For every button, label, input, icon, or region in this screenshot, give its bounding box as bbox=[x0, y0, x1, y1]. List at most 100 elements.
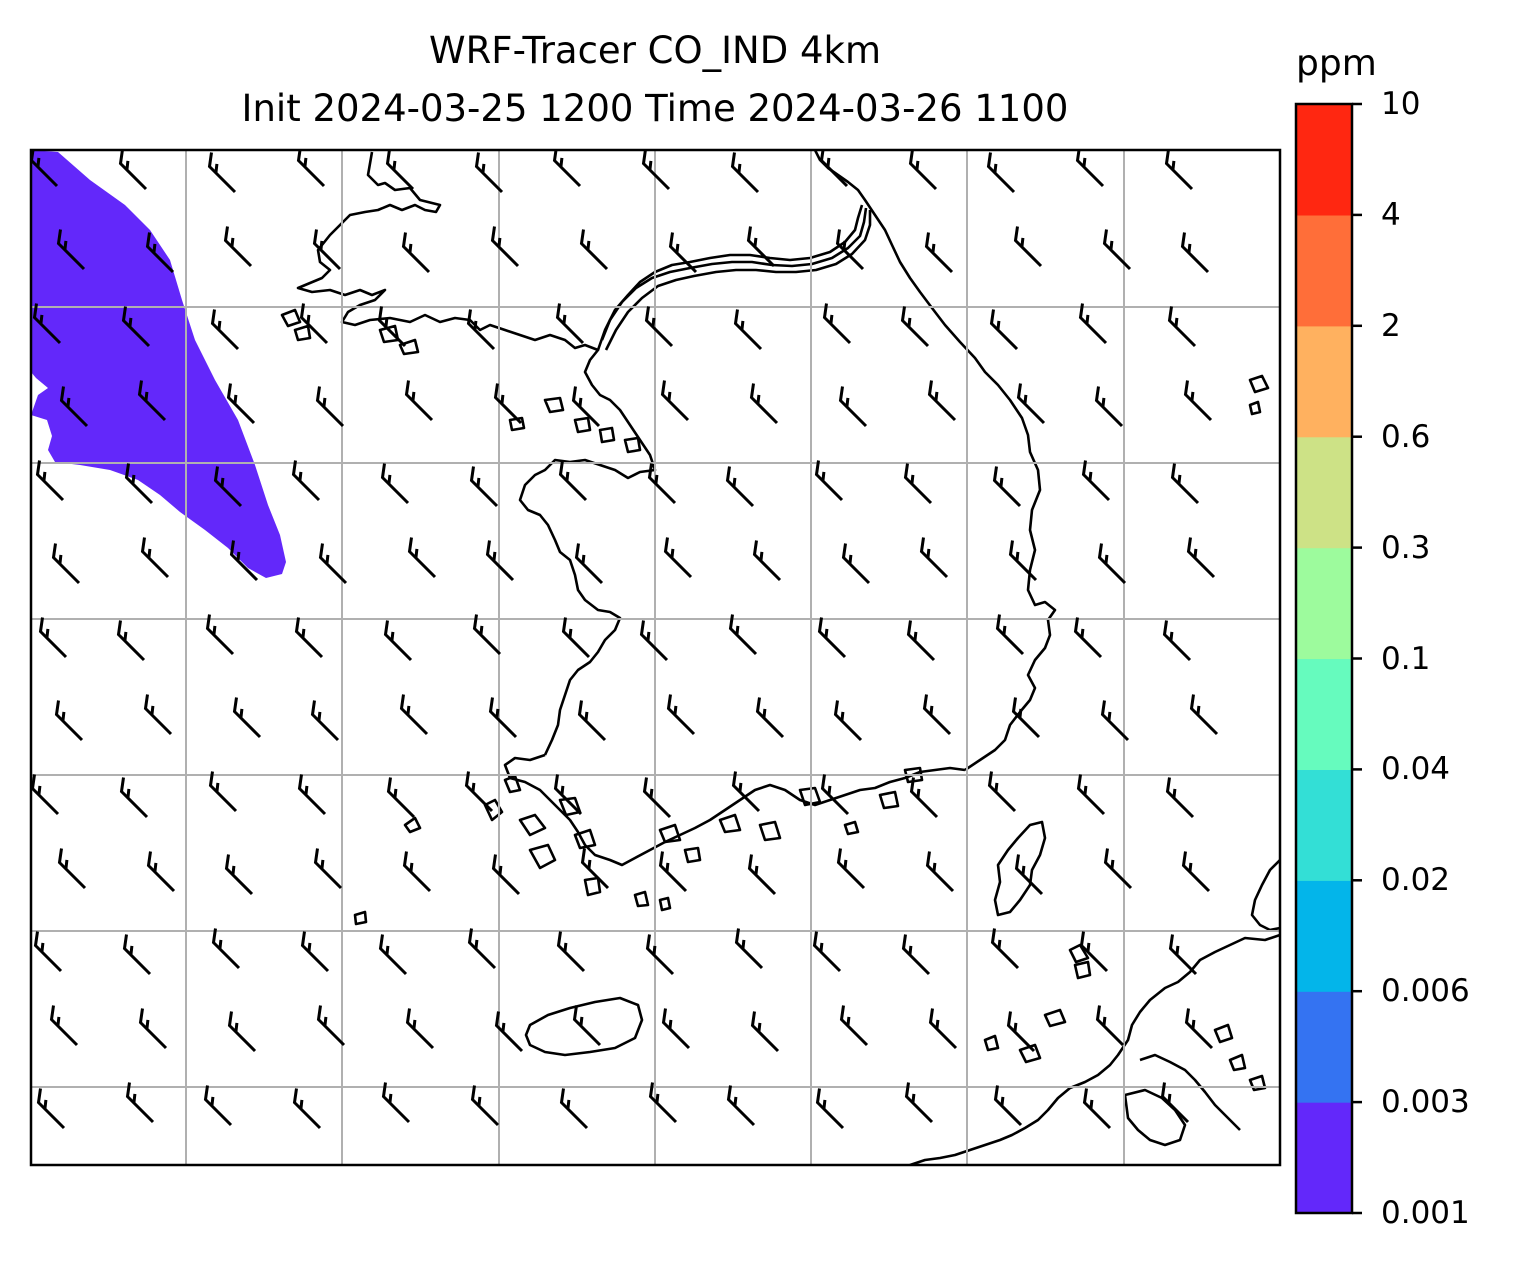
wind-barb bbox=[919, 537, 949, 579]
wind-barb bbox=[1081, 460, 1111, 502]
wind-barb bbox=[993, 1085, 1023, 1127]
wind-barb bbox=[838, 386, 868, 428]
wind-barb bbox=[210, 309, 240, 351]
wind-barb bbox=[470, 1085, 500, 1127]
colorbar-segment bbox=[1296, 991, 1352, 1103]
wind-barb bbox=[642, 777, 672, 819]
wind-barb bbox=[399, 694, 429, 736]
colorbar-segment bbox=[1296, 547, 1352, 660]
wind-barb bbox=[467, 928, 497, 970]
colorbar-segment bbox=[1296, 436, 1352, 549]
wind-barb bbox=[145, 232, 175, 274]
wind-barb bbox=[1102, 229, 1132, 271]
map-gridlines bbox=[31, 150, 1280, 1165]
wind-barb bbox=[1008, 540, 1038, 582]
wind-barb bbox=[1078, 303, 1108, 345]
wind-barb bbox=[1013, 226, 1043, 268]
map-frame bbox=[29, 148, 1282, 1167]
wind-barb bbox=[402, 851, 432, 893]
wind-barb bbox=[31, 774, 60, 816]
wind-barb bbox=[51, 543, 81, 585]
wind-barb bbox=[213, 466, 243, 508]
wind-barb bbox=[121, 306, 151, 348]
wind-barb bbox=[752, 540, 782, 582]
wind-barb bbox=[906, 620, 936, 662]
wind-barb bbox=[205, 614, 235, 656]
wind-barb bbox=[987, 771, 1017, 813]
wind-barb bbox=[927, 380, 957, 422]
map-title-line1: WRF-Tracer CO_IND 4km bbox=[429, 29, 881, 72]
colorbar-tick-label: 10 bbox=[1381, 86, 1421, 122]
wind-barb bbox=[731, 771, 761, 813]
colorbar-tick-label: 0.1 bbox=[1381, 640, 1431, 677]
wind-barb bbox=[734, 928, 764, 970]
wind-barb bbox=[316, 1005, 346, 1047]
wind-barb bbox=[54, 700, 84, 742]
wind-barb bbox=[728, 614, 758, 656]
wind-barb bbox=[663, 537, 693, 579]
colorbar-segment bbox=[1296, 1102, 1352, 1214]
wind-barb bbox=[1164, 150, 1194, 191]
wind-barb bbox=[378, 934, 408, 976]
wind-barb bbox=[146, 851, 176, 893]
wind-barb bbox=[38, 617, 68, 659]
wind-barb bbox=[666, 694, 696, 736]
wind-barb bbox=[118, 150, 148, 191]
wind-barb bbox=[660, 380, 690, 422]
wind-barb bbox=[404, 380, 434, 422]
wind-barb bbox=[733, 309, 763, 351]
wind-barb bbox=[647, 463, 677, 505]
wind-barb bbox=[989, 309, 1019, 351]
colorbar-segment bbox=[1296, 104, 1352, 216]
wind-barb bbox=[223, 226, 253, 268]
coastline-bay-inlet-3 bbox=[604, 210, 872, 351]
coastline-east-edge bbox=[1250, 859, 1280, 932]
wind-barb bbox=[645, 934, 675, 976]
wind-barb bbox=[137, 380, 167, 422]
wind-barb bbox=[1168, 934, 1198, 976]
wind-barb bbox=[561, 617, 591, 659]
wind-barb bbox=[494, 1011, 524, 1053]
wind-barb bbox=[1189, 694, 1219, 736]
colorbar-segment bbox=[1296, 658, 1352, 770]
wind-barb bbox=[814, 460, 844, 502]
colorbar-segment bbox=[1296, 325, 1352, 438]
wind-barb bbox=[725, 466, 755, 508]
wind-barb bbox=[1094, 386, 1124, 428]
wind-barb bbox=[138, 1008, 168, 1050]
wind-barb bbox=[1165, 777, 1195, 819]
wind-barb bbox=[1100, 700, 1130, 742]
wind-barb bbox=[59, 386, 89, 428]
wind-barb bbox=[833, 700, 863, 742]
wind-barb bbox=[1160, 1082, 1190, 1124]
wind-barb bbox=[1073, 617, 1103, 659]
wind-barb bbox=[1095, 1005, 1125, 1047]
wind-barb bbox=[35, 460, 65, 502]
wind-barb bbox=[925, 851, 955, 893]
wind-barb bbox=[928, 1008, 958, 1050]
wind-barb bbox=[1170, 463, 1200, 505]
wind-barb bbox=[995, 614, 1025, 656]
wind-barb bbox=[553, 774, 583, 816]
wind-barb bbox=[1006, 1011, 1036, 1053]
wind-barb bbox=[122, 934, 152, 976]
wind-barb bbox=[924, 232, 954, 274]
wind-barb bbox=[641, 150, 671, 191]
wind-barb bbox=[474, 152, 504, 194]
coastline-bay-inlet-2 bbox=[600, 207, 868, 341]
wind-barb bbox=[385, 150, 415, 191]
wind-barb bbox=[383, 620, 413, 662]
wind-barb bbox=[143, 694, 173, 736]
island-jeju bbox=[524, 996, 644, 1057]
wind-barb bbox=[990, 928, 1020, 970]
wind-barb bbox=[1103, 848, 1133, 890]
wind-barb bbox=[749, 383, 779, 425]
wind-barb bbox=[909, 777, 939, 819]
tracer-plume-area bbox=[31, 150, 286, 578]
colorbar-tick-label: 0.04 bbox=[1381, 751, 1451, 788]
wind-barb bbox=[49, 1005, 79, 1047]
wind-barb bbox=[661, 1008, 691, 1050]
wind-barb bbox=[839, 1005, 869, 1047]
colorbar bbox=[1294, 102, 1362, 1215]
wind-barb bbox=[986, 152, 1016, 194]
